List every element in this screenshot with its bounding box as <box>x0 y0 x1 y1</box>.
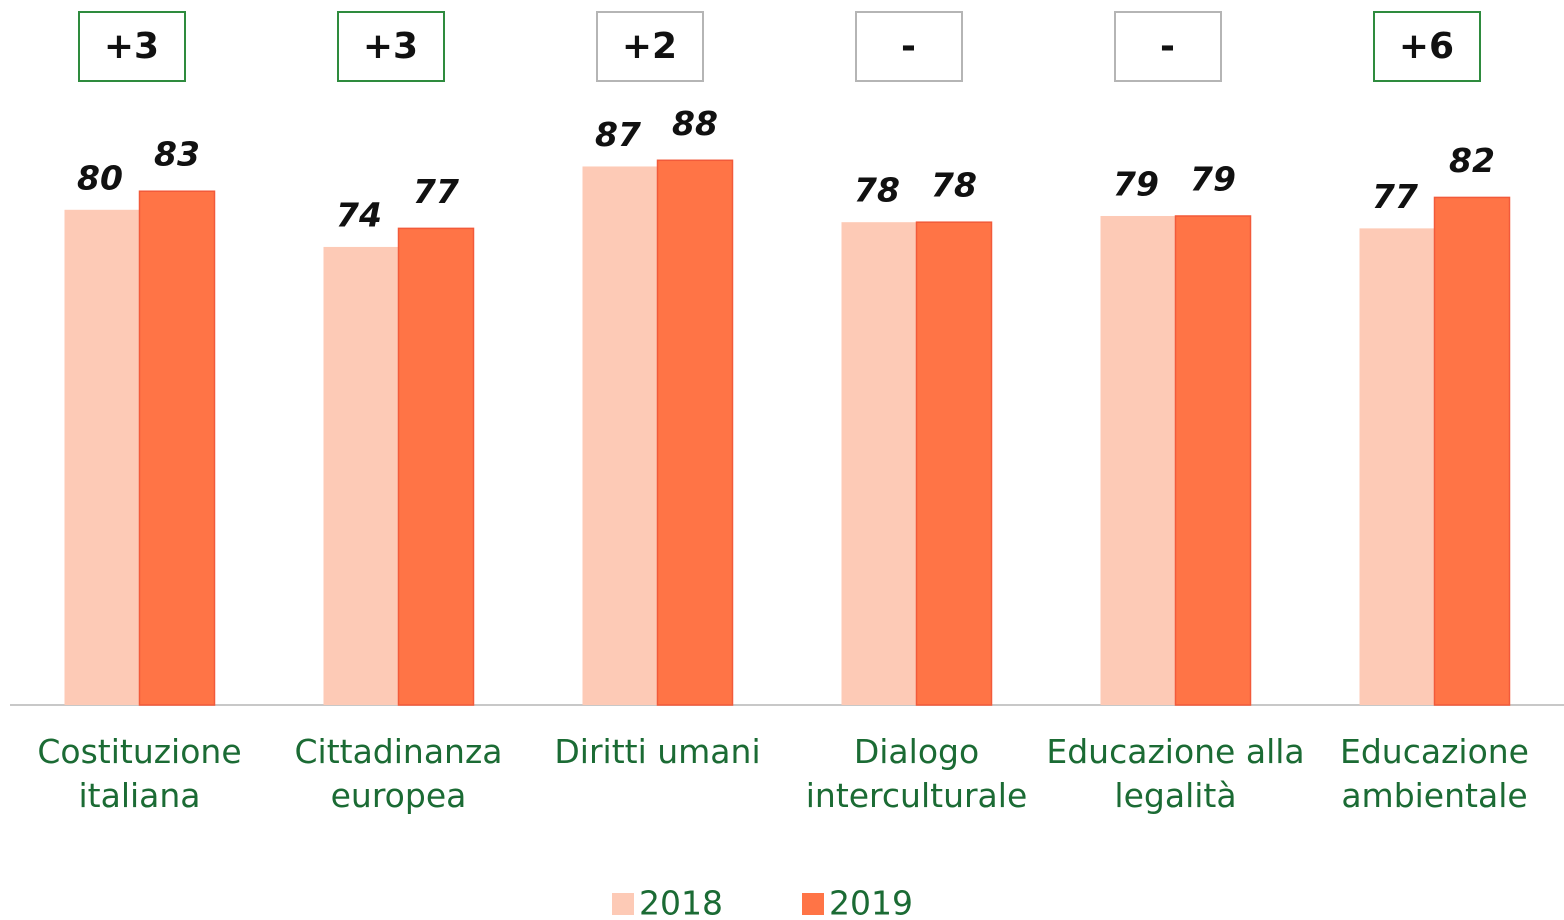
x-tick-label: Diritti umani <box>554 732 761 771</box>
data-label: 88 <box>672 104 718 143</box>
bar <box>397 227 475 706</box>
annotation: +2 <box>595 11 704 82</box>
x-tick-label: Costituzione italiana <box>37 732 242 815</box>
bar <box>1359 228 1435 705</box>
bar <box>656 159 734 706</box>
data-label: 74 <box>336 195 382 234</box>
annotation: - <box>854 11 963 82</box>
bar <box>915 221 993 706</box>
data-label: 82 <box>1449 141 1495 180</box>
bar <box>323 246 399 705</box>
x-tick-label: Dialogo interculturale <box>805 732 1028 815</box>
data-label: 78 <box>931 166 977 205</box>
data-label: 78 <box>854 171 900 210</box>
x-tick-label: Educazione alla legalità <box>1046 732 1305 815</box>
legend-label: 2019 <box>829 884 913 920</box>
bar <box>1433 196 1511 706</box>
x-tick-label: Cittadinanza europea <box>294 732 503 815</box>
annotation: +6 <box>1372 11 1481 82</box>
x-tick-label: Educazione ambientale <box>1340 732 1529 815</box>
bar <box>1174 215 1252 706</box>
legend-swatch <box>802 893 824 915</box>
data-label: 79 <box>1113 164 1159 203</box>
annotation: - <box>1113 11 1222 82</box>
data-label: 87 <box>595 115 641 154</box>
annotation: +3 <box>77 11 186 82</box>
data-label: 77 <box>413 172 459 211</box>
data-label: 77 <box>1372 177 1418 216</box>
legend-label: 2018 <box>639 884 723 920</box>
bar <box>138 190 216 706</box>
bar <box>64 209 140 706</box>
data-label: 80 <box>77 158 123 197</box>
bar <box>1100 215 1176 706</box>
bar <box>841 222 917 705</box>
annotation: +3 <box>336 11 445 82</box>
data-label: 79 <box>1190 159 1236 198</box>
legend-swatch <box>612 893 634 915</box>
data-label: 83 <box>154 135 200 174</box>
bar <box>582 166 658 706</box>
